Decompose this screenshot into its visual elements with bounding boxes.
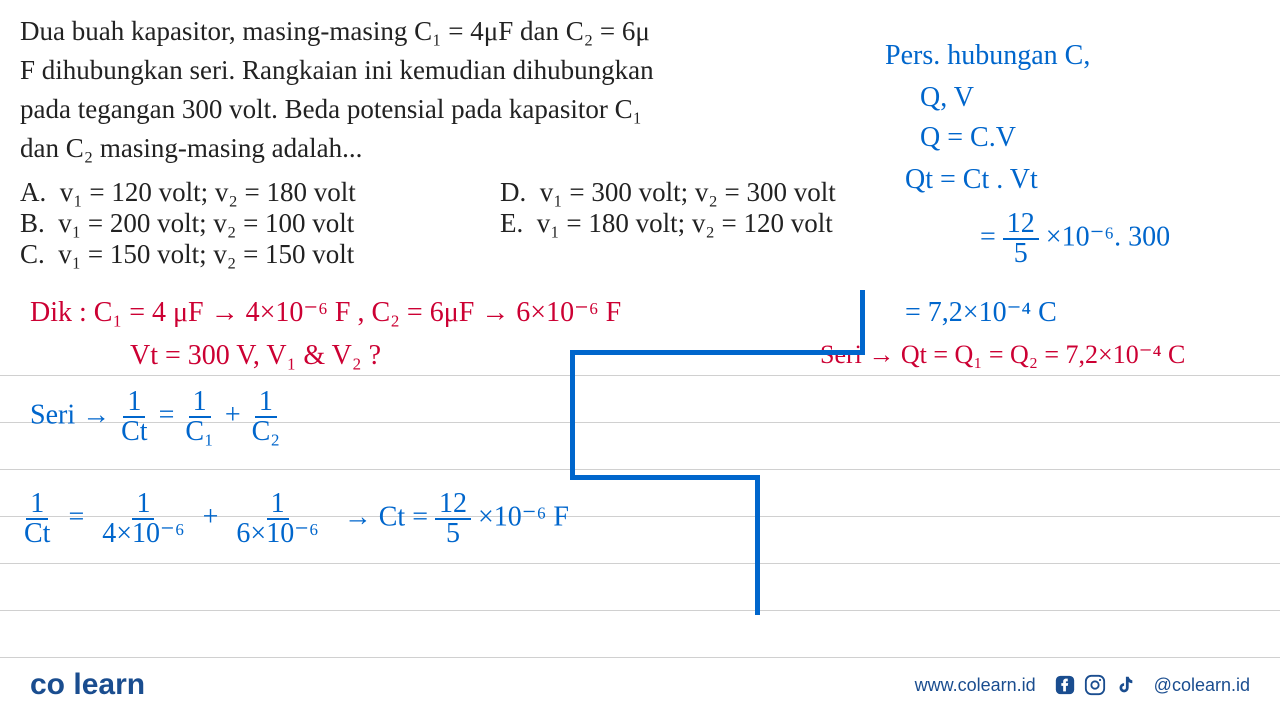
ruled-line xyxy=(0,610,1280,611)
question-line-3: pada tegangan 300 volt. Beda potensial p… xyxy=(20,90,1260,129)
brand-logo: co learn xyxy=(30,668,145,702)
option-e-text: v₁ = 180 volt; v₂ = 120 volt xyxy=(537,208,833,238)
handwrite-pers: Pers. hubungan C, xyxy=(885,40,1090,72)
option-d-text: v₁ = 300 volt; v₂ = 300 volt xyxy=(540,177,836,207)
ruled-line xyxy=(0,375,1280,376)
divider-vertical-2 xyxy=(570,350,575,480)
divider-horizontal-1 xyxy=(570,350,865,355)
footer: co learn www.colearn.id @colearn.id xyxy=(0,668,1280,702)
option-b: B. v₁ = 200 volt; v₂ = 100 volt xyxy=(20,208,460,239)
seri-label: Seri → xyxy=(30,399,110,430)
footer-right: www.colearn.id @colearn.id xyxy=(915,674,1250,696)
option-d: D. v₁ = 300 volt; v₂ = 300 volt xyxy=(500,177,940,208)
handwrite-dik: Dik : C₁ = 4 μF → 4×10⁻⁶ F , C₂ = 6μF → … xyxy=(30,295,621,329)
handwrite-qcv: Q = C.V xyxy=(920,122,1016,154)
facebook-icon xyxy=(1054,674,1076,696)
option-a-text: v₁ = 120 volt; v₂ = 180 volt xyxy=(60,177,356,207)
option-e: E. v₁ = 180 volt; v₂ = 120 volt xyxy=(500,208,940,239)
option-c: C. v₁ = 150 volt; v₂ = 150 volt xyxy=(20,239,460,270)
logo-learn: learn xyxy=(73,668,145,701)
footer-handle: @colearn.id xyxy=(1154,675,1250,696)
ruled-line xyxy=(0,563,1280,564)
handwrite-ct-calc: 1Ct = 14×10⁻⁶ + 16×10⁻⁶ → Ct = 125 ×10⁻⁶… xyxy=(20,490,569,548)
handwrite-result: = 7,2×10⁻⁴ C xyxy=(905,295,1057,329)
handwrite-seri-q: Seri → Qt = Q₁ = Q₂ = 7,2×10⁻⁴ C xyxy=(820,340,1185,370)
option-a: A. v₁ = 120 volt; v₂ = 180 volt xyxy=(20,177,460,208)
divider-vertical-1 xyxy=(860,290,865,350)
handwrite-seri-formula: Seri → 1Ct = 1C₁ + 1C₂ xyxy=(30,388,284,446)
social-icons xyxy=(1054,674,1136,696)
ruled-line xyxy=(0,469,1280,470)
handwrite-calc: = 125 ×10⁻⁶. 300 xyxy=(980,210,1170,268)
tiktok-icon xyxy=(1114,674,1136,696)
option-b-text: v₁ = 200 volt; v₂ = 100 volt xyxy=(58,208,354,238)
question-line-4: dan C₂ masing-masing adalah... xyxy=(20,129,1260,168)
handwrite-qt: Qt = Ct . Vt xyxy=(905,164,1038,196)
divider-vertical-3 xyxy=(755,475,760,615)
footer-url: www.colearn.id xyxy=(915,675,1036,696)
divider-horizontal-2 xyxy=(570,475,760,480)
option-c-text: v₁ = 150 volt; v₂ = 150 volt xyxy=(58,239,354,269)
ct-arrow: → Ct = xyxy=(344,501,428,532)
handwrite-vt: Vt = 300 V, V₁ & V₂ ? xyxy=(130,340,381,372)
instagram-icon xyxy=(1084,674,1106,696)
logo-co: co xyxy=(30,668,65,701)
ruled-line xyxy=(0,657,1280,658)
question-block: Dua buah kapasitor, masing-masing C₁ = 4… xyxy=(20,12,1260,169)
handwrite-qv: Q, V xyxy=(920,82,974,114)
